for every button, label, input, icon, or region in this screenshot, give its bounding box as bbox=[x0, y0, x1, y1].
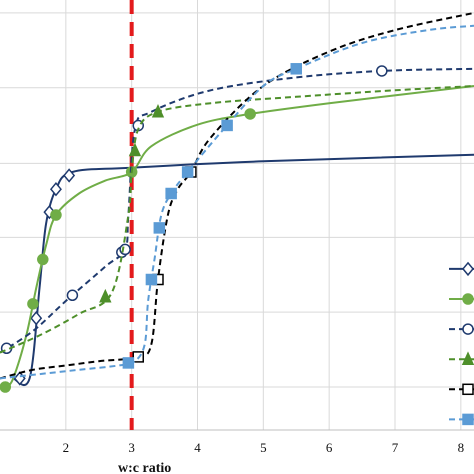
circle-marker bbox=[462, 323, 474, 335]
legend-entry bbox=[449, 351, 474, 365]
triangle-marker bbox=[99, 288, 112, 303]
circle-marker bbox=[27, 298, 39, 310]
legend-entry bbox=[449, 293, 474, 305]
diamond-marker bbox=[462, 261, 474, 277]
x-tick-label: 3 bbox=[128, 440, 135, 455]
grid-lines bbox=[0, 0, 474, 431]
circle-marker bbox=[462, 293, 474, 305]
legend-entry bbox=[449, 383, 474, 396]
series-line bbox=[12, 153, 474, 386]
series-line bbox=[0, 24, 474, 380]
series-2 bbox=[0, 85, 474, 393]
circle-marker bbox=[0, 381, 12, 393]
square-marker bbox=[165, 187, 177, 200]
legend-entry bbox=[449, 261, 474, 277]
series-3 bbox=[0, 65, 474, 355]
legend bbox=[449, 261, 474, 426]
circle-marker bbox=[376, 65, 388, 77]
series-line bbox=[0, 11, 474, 380]
triangle-marker bbox=[128, 142, 142, 157]
legend-entry bbox=[449, 323, 474, 335]
x-tick-label: 5 bbox=[260, 440, 267, 455]
circle-marker bbox=[37, 253, 49, 266]
x-tick-labels: 2 3 4 5 6 7 8 bbox=[63, 440, 465, 455]
circle-marker bbox=[66, 289, 79, 302]
series-5 bbox=[0, 11, 474, 380]
x-tick-label: 8 bbox=[458, 440, 465, 455]
square-marker bbox=[153, 222, 166, 234]
series-6 bbox=[0, 24, 474, 380]
x-tick-label: 4 bbox=[194, 440, 201, 455]
diamond-marker bbox=[13, 371, 26, 386]
circle-marker bbox=[244, 108, 256, 120]
circle-marker bbox=[119, 243, 131, 256]
square-marker bbox=[122, 357, 135, 369]
diamond-marker bbox=[63, 168, 76, 183]
square-marker bbox=[221, 119, 233, 132]
triangle-marker bbox=[461, 351, 474, 365]
square-marker bbox=[462, 383, 474, 396]
circle-marker bbox=[50, 209, 62, 221]
x-tick-label: 6 bbox=[326, 440, 333, 455]
x-axis-title: w:c ratio bbox=[118, 461, 171, 474]
x-tick-label: 7 bbox=[392, 440, 399, 455]
diamond-marker bbox=[30, 311, 43, 326]
triangle-marker bbox=[151, 103, 165, 118]
series-1 bbox=[12, 153, 474, 386]
series-line bbox=[0, 85, 474, 354]
square-marker bbox=[145, 273, 158, 286]
legend-entry bbox=[449, 413, 474, 426]
diamond-marker bbox=[49, 182, 62, 197]
square-marker bbox=[181, 166, 194, 178]
square-marker bbox=[462, 413, 474, 426]
x-tick-label: 2 bbox=[63, 440, 70, 455]
series-line bbox=[5, 85, 474, 388]
series-layer bbox=[0, 11, 474, 393]
square-marker bbox=[290, 63, 302, 75]
series-line bbox=[0, 67, 474, 354]
series-4 bbox=[0, 85, 474, 354]
